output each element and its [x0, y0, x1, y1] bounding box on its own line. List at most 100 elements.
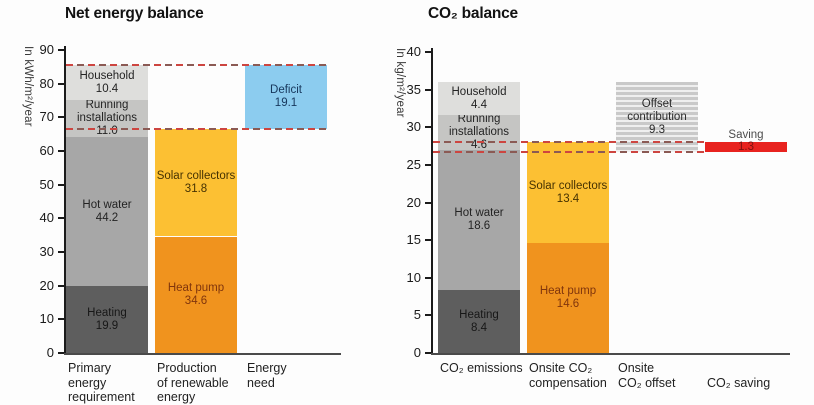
y-tick-label: 60 — [39, 143, 54, 158]
y-tick-label: 80 — [39, 76, 54, 91]
chart-title-co2-balance: CO₂ balance — [428, 5, 518, 22]
x-axis-label-energy-need: Energy need — [247, 361, 287, 390]
y-axis-line — [431, 48, 433, 353]
segment-name: Heating — [87, 306, 127, 319]
y-tick-label: 10 — [39, 311, 54, 326]
segment-label-heat-pump: Heat pump 14.6 — [540, 285, 596, 311]
x-axis-label-onsite-co-offset: Onsite CO₂ offset — [618, 361, 676, 390]
segment-value: 18.6 — [467, 220, 491, 232]
y-tick-label: 20 — [39, 278, 54, 293]
segment-name: Deficit — [270, 84, 302, 96]
y-axis-tick — [58, 352, 65, 354]
segment-name: Solar collectors — [156, 169, 236, 182]
x-axis-label-onsite-co-compensation: Onsite CO₂ compensation — [529, 361, 607, 390]
segment-label-heating: Heating 8.4 — [459, 309, 499, 335]
y-axis-label-right: In kg/m²/year — [394, 48, 406, 118]
bar-segment-household: Household 10.4 — [66, 65, 148, 100]
bar-segment-heating: Heating 8.4 — [438, 290, 520, 353]
segment-value-saving: 1.3 — [738, 141, 754, 153]
y-axis-tick — [425, 51, 432, 53]
y-axis-tick — [425, 277, 432, 279]
segment-name: Household — [451, 85, 507, 98]
y-axis-tick — [425, 202, 432, 204]
y-axis-tick — [58, 116, 65, 118]
y-tick-label: 35 — [406, 82, 421, 97]
segment-name: Heat pump — [539, 285, 597, 297]
y-tick-label: 0 — [413, 345, 421, 360]
segment-value: 31.8 — [184, 182, 208, 195]
segment-label-heat-pump: Heat pump 34.6 — [168, 282, 224, 308]
segment-value: 4.4 — [470, 98, 487, 111]
segment-name: Running installations — [76, 99, 138, 124]
segment-value: 8.4 — [470, 321, 487, 334]
segment-label-solar-collectors: Solar collectors 31.8 — [157, 170, 236, 196]
y-axis-tick — [58, 217, 65, 219]
segment-label-hot-water: Hot water 18.6 — [454, 207, 503, 233]
bar-segment-heat-pump: Heat pump 14.6 — [527, 243, 609, 353]
bar-segment-heating: Heating 19.9 — [66, 286, 148, 353]
segment-value: 10.4 — [95, 82, 119, 95]
y-tick-label: 25 — [406, 157, 421, 172]
segment-name: Hot water — [454, 207, 504, 219]
segment-name: Household — [79, 69, 135, 82]
dashed-reference-line — [433, 141, 705, 143]
segment-label-offset-contribution: Offset contribution 9.3 — [616, 98, 698, 137]
y-axis-tick — [58, 318, 65, 320]
y-tick-label: 40 — [406, 44, 421, 59]
dashed-reference-line — [66, 128, 327, 130]
segment-label-hot-water: Hot water 44.2 — [82, 199, 131, 225]
y-axis-tick — [425, 239, 432, 241]
segment-name: Heating — [459, 308, 499, 321]
segment-label-heating: Heating 19.9 — [87, 307, 127, 333]
bar-segment-solar-collectors: Solar collectors 13.4 — [527, 142, 609, 243]
segment-label-running-installations: Running installations 11.0 — [66, 99, 148, 138]
segment-value: 9.3 — [649, 123, 665, 136]
bar-segment-running-installations: Running installations 4.6 — [438, 113, 520, 151]
y-tick-label: 0 — [46, 345, 54, 360]
y-axis-tick — [58, 184, 65, 186]
y-axis-tick — [58, 83, 65, 85]
y-tick-label: 15 — [406, 232, 421, 247]
y-tick-label: 10 — [406, 270, 421, 285]
y-axis-tick — [58, 49, 65, 51]
y-tick-label: 40 — [39, 210, 54, 225]
segment-value: 44.2 — [95, 211, 119, 224]
chart-title-net-energy-balance: Net energy balance — [65, 5, 204, 22]
segment-name: Hot water — [82, 198, 132, 211]
y-axis-tick — [425, 89, 432, 91]
bar-segment-solar-collectors: Solar collectors 31.8 — [155, 129, 237, 236]
bar-segment-hot-water: Hot water 44.2 — [66, 137, 148, 286]
y-tick-label: 5 — [413, 307, 421, 322]
x-axis-label-production-of-renewable-energy: Production of renewable energy — [157, 361, 229, 404]
segment-label-household: Household 4.4 — [452, 86, 507, 112]
y-tick-label: 30 — [406, 119, 421, 134]
segment-value: 19.1 — [274, 97, 298, 109]
segment-name: Offset contribution — [627, 97, 687, 123]
segment-label-deficit: Deficit 19.1 — [270, 84, 302, 110]
segment-name: Heat pump — [167, 282, 225, 294]
y-tick-label: 70 — [39, 109, 54, 124]
bar-segment-saving: 1.3 — [705, 141, 787, 153]
y-axis-tick — [58, 251, 65, 253]
y-axis-tick — [425, 352, 432, 354]
bar-segment-hot-water: Hot water 18.6 — [438, 150, 520, 290]
x-axis-label-primary-energy-requirement: Primary energy requirement — [68, 361, 135, 404]
y-tick-label: 90 — [39, 42, 54, 57]
y-axis-tick — [58, 285, 65, 287]
y-axis-tick — [58, 150, 65, 152]
y-axis-tick — [425, 314, 432, 316]
dashed-reference-line — [433, 151, 705, 153]
segment-label-solar-collectors: Solar collectors 13.4 — [529, 180, 608, 206]
y-axis-tick — [425, 126, 432, 128]
x-axis-line — [64, 353, 341, 355]
bar-segment-running-installations: Running installations 11.0 — [66, 99, 148, 138]
bar-segment-household: Household 4.4 — [438, 82, 520, 115]
bar-segment-deficit: Deficit 19.1 — [245, 65, 327, 129]
segment-value: 13.4 — [556, 192, 580, 205]
y-tick-label: 50 — [39, 177, 54, 192]
segment-value: 14.6 — [556, 298, 580, 310]
segment-value: 19.9 — [95, 319, 119, 332]
segment-name: Solar collectors — [528, 179, 608, 192]
segment-value: 34.6 — [184, 295, 208, 307]
